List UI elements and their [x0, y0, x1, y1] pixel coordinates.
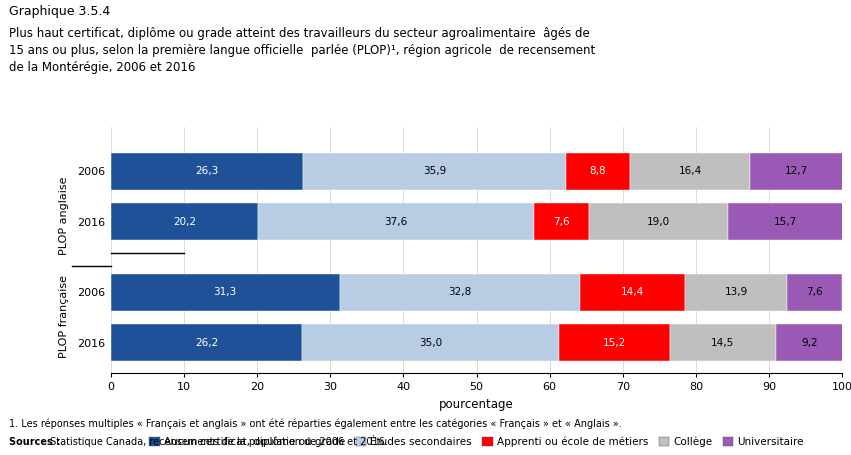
Bar: [111, 324, 302, 361]
Text: 19,0: 19,0: [648, 217, 671, 227]
Text: 32,8: 32,8: [448, 287, 471, 297]
Bar: [670, 324, 776, 361]
Bar: [303, 152, 566, 190]
Text: 8,8: 8,8: [590, 166, 607, 176]
Bar: [589, 203, 728, 240]
Bar: [728, 203, 843, 240]
Text: 15,2: 15,2: [603, 338, 625, 348]
Text: 13,9: 13,9: [724, 287, 748, 297]
Text: 37,6: 37,6: [385, 217, 408, 227]
Text: 15,7: 15,7: [774, 217, 797, 227]
X-axis label: pourcentage: pourcentage: [439, 398, 514, 411]
Bar: [787, 274, 842, 311]
Text: 12,7: 12,7: [785, 166, 808, 176]
Bar: [566, 152, 631, 190]
Text: 26,2: 26,2: [195, 338, 218, 348]
Bar: [558, 324, 670, 361]
Text: 26,3: 26,3: [195, 166, 219, 176]
Text: Statistique Canada, recensements de la population de 2006 et 2016.: Statistique Canada, recensements de la p…: [47, 437, 387, 447]
Text: Plus haut certificat, diplôme ou grade atteint des travailleurs du secteur agroa: Plus haut certificat, diplôme ou grade a…: [9, 27, 595, 74]
Text: 9,2: 9,2: [802, 338, 818, 348]
Text: Sources :: Sources :: [9, 437, 60, 447]
Bar: [685, 274, 787, 311]
Text: Graphique 3.5.4: Graphique 3.5.4: [9, 5, 110, 18]
Text: 7,6: 7,6: [807, 287, 823, 297]
Text: 16,4: 16,4: [678, 166, 702, 176]
Text: 31,3: 31,3: [214, 287, 237, 297]
Legend: Aucun certificat, diplôme ou grade, Études secondaires, Apprenti ou école de mét: Aucun certificat, diplôme ou grade, Étud…: [146, 432, 808, 451]
Text: PLOP anglaise: PLOP anglaise: [59, 177, 69, 255]
Bar: [751, 152, 843, 190]
Bar: [534, 203, 589, 240]
Text: 35,0: 35,0: [419, 338, 442, 348]
Text: 35,9: 35,9: [423, 166, 446, 176]
Text: 14,5: 14,5: [711, 338, 734, 348]
Bar: [111, 152, 303, 190]
Bar: [259, 203, 534, 240]
Text: 14,4: 14,4: [621, 287, 644, 297]
Bar: [340, 274, 580, 311]
Text: 20,2: 20,2: [173, 217, 196, 227]
Bar: [111, 274, 340, 311]
Text: 7,6: 7,6: [553, 217, 570, 227]
Bar: [302, 324, 558, 361]
Text: 1. Les réponses multiples « Français et anglais » ont été réparties également en: 1. Les réponses multiples « Français et …: [9, 419, 621, 429]
Bar: [631, 152, 751, 190]
Bar: [111, 203, 259, 240]
Bar: [580, 274, 685, 311]
Bar: [776, 324, 843, 361]
Text: PLOP française: PLOP française: [59, 275, 69, 358]
